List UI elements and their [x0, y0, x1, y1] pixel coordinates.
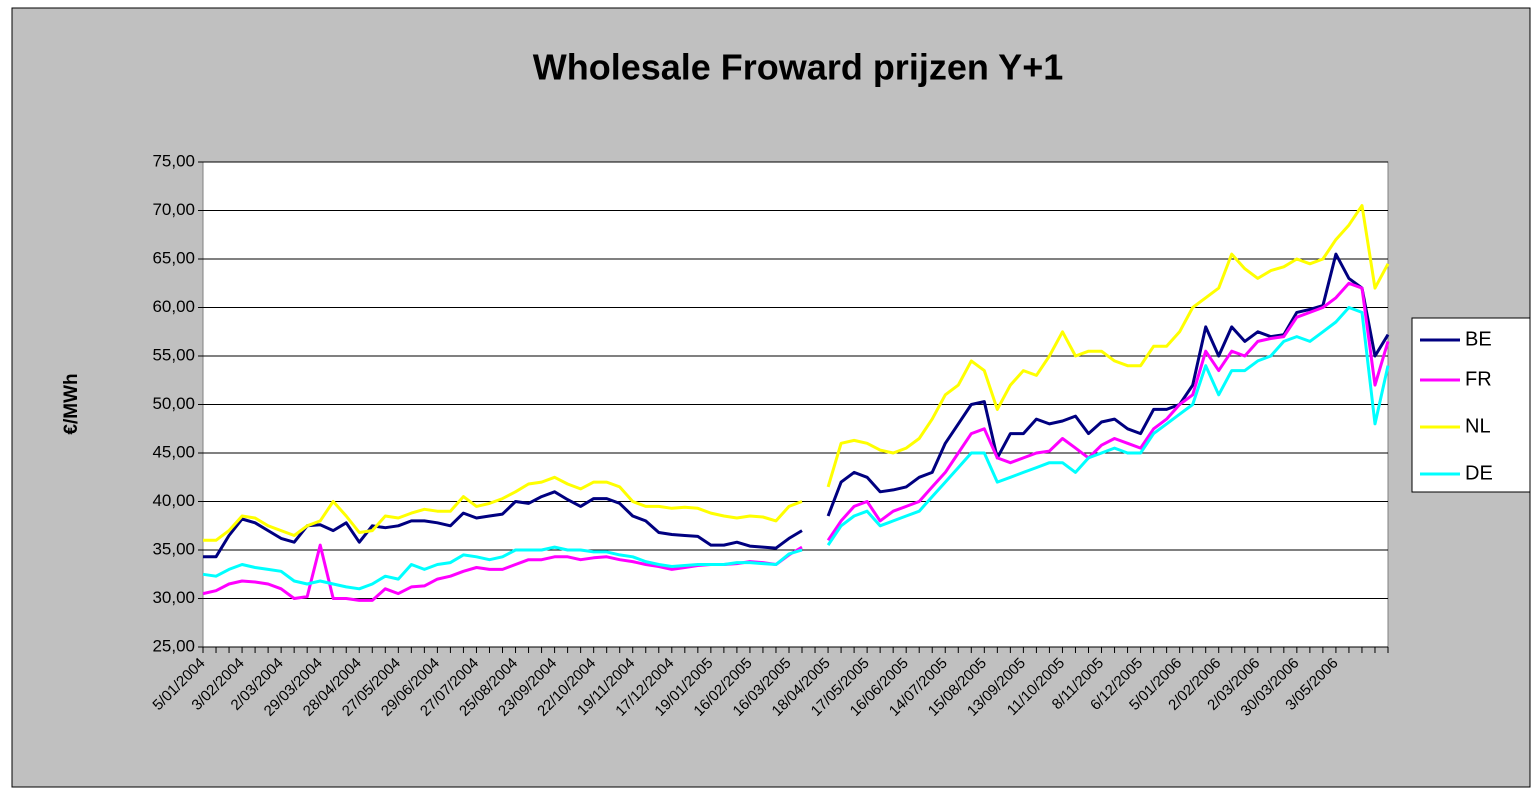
y-tick-label: 50,00: [152, 394, 195, 413]
y-tick-label: 65,00: [152, 248, 195, 267]
y-tick-label: 70,00: [152, 200, 195, 219]
y-tick-label: 75,00: [152, 151, 195, 170]
series-line: [203, 204, 1390, 542]
y-tick-label: 55,00: [152, 345, 195, 364]
chart-title: Wholesale Froward prijzen Y+1: [533, 47, 1064, 88]
y-tick-label: 45,00: [152, 442, 195, 461]
legend-label: NL: [1465, 415, 1491, 437]
legend-label: FR: [1465, 368, 1492, 390]
series-line: [202, 306, 1390, 591]
y-tick-label: 60,00: [152, 297, 195, 316]
y-tick-label: 35,00: [152, 539, 195, 558]
y-tick-label: 30,00: [152, 588, 195, 607]
y-axis-label: €/MWh: [61, 373, 82, 434]
legend-label: BE: [1465, 328, 1492, 350]
series-line: [203, 252, 1390, 559]
y-tick-label: 40,00: [152, 491, 195, 510]
legend-label: DE: [1465, 462, 1493, 484]
y-tick-label: 25,00: [152, 636, 195, 655]
legend: [1411, 317, 1531, 493]
